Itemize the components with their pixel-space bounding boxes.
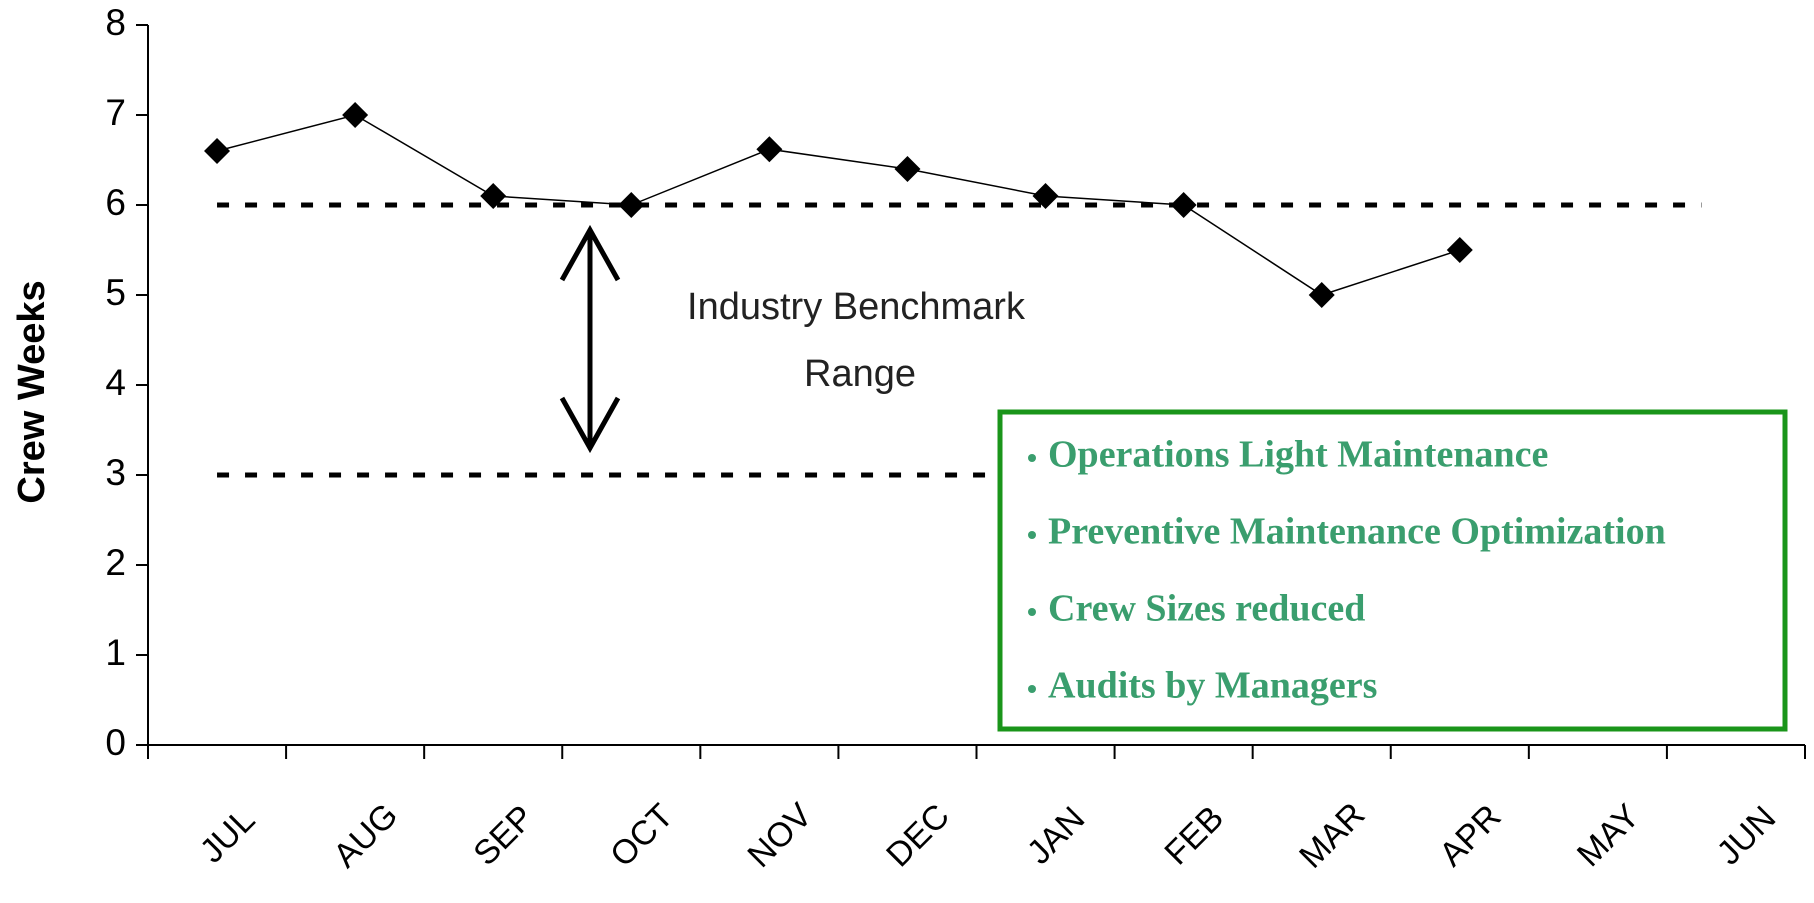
x-tick-label: NOV (740, 796, 819, 875)
note: Audits by Managers (1048, 665, 1377, 707)
marker (618, 192, 645, 218)
series-line (216, 114, 1461, 296)
marker (1446, 237, 1473, 263)
y-tick-label: 5 (105, 272, 126, 313)
marker (342, 102, 369, 128)
y-axis-label: Crew Weeks (11, 280, 53, 503)
annotation: Range (804, 353, 916, 395)
y-tick-label: 6 (105, 182, 126, 223)
y-tick-label: 2 (105, 542, 126, 583)
x-tick-label: DEC (879, 797, 957, 875)
x-tick-label: AUG (326, 796, 405, 875)
marker (1308, 282, 1335, 308)
x-tick-label: MAR (1292, 795, 1372, 875)
x-tick-label: FEB (1157, 799, 1231, 873)
bullet (1028, 454, 1036, 462)
note: Operations Light Maintenance (1048, 434, 1548, 476)
x-tick-label: APR (1432, 797, 1508, 873)
y-tick-label: 3 (105, 452, 126, 493)
y-tick-label: 8 (105, 2, 126, 43)
x-tick-label: JUN (1710, 799, 1784, 873)
bullet (1028, 685, 1036, 693)
notes-box (997, 409, 1788, 732)
benchmark-arrow (559, 224, 621, 454)
bullet (1028, 531, 1036, 539)
annotation: Industry Benchmark (687, 286, 1026, 328)
y-tick-label: 4 (105, 362, 126, 403)
marker (756, 136, 783, 163)
marker (1170, 192, 1197, 218)
marker (480, 183, 507, 209)
marker (894, 156, 921, 182)
y-tick-label: 7 (105, 92, 126, 133)
marker (1032, 183, 1059, 209)
x-tick-label: MAY (1570, 797, 1647, 874)
x-tick-label: OCT (603, 797, 681, 875)
note: Crew Sizes reduced (1048, 588, 1365, 630)
y-tick-label: 0 (105, 722, 126, 763)
marker (204, 138, 231, 164)
note: Preventive Maintenance Optimization (1048, 511, 1666, 553)
y-tick-label: 1 (105, 632, 126, 673)
bullet (1028, 608, 1036, 616)
x-tick-label: JAN (1020, 799, 1092, 871)
x-tick-label: JUL (193, 801, 263, 871)
x-tick-label: SEP (466, 798, 541, 873)
